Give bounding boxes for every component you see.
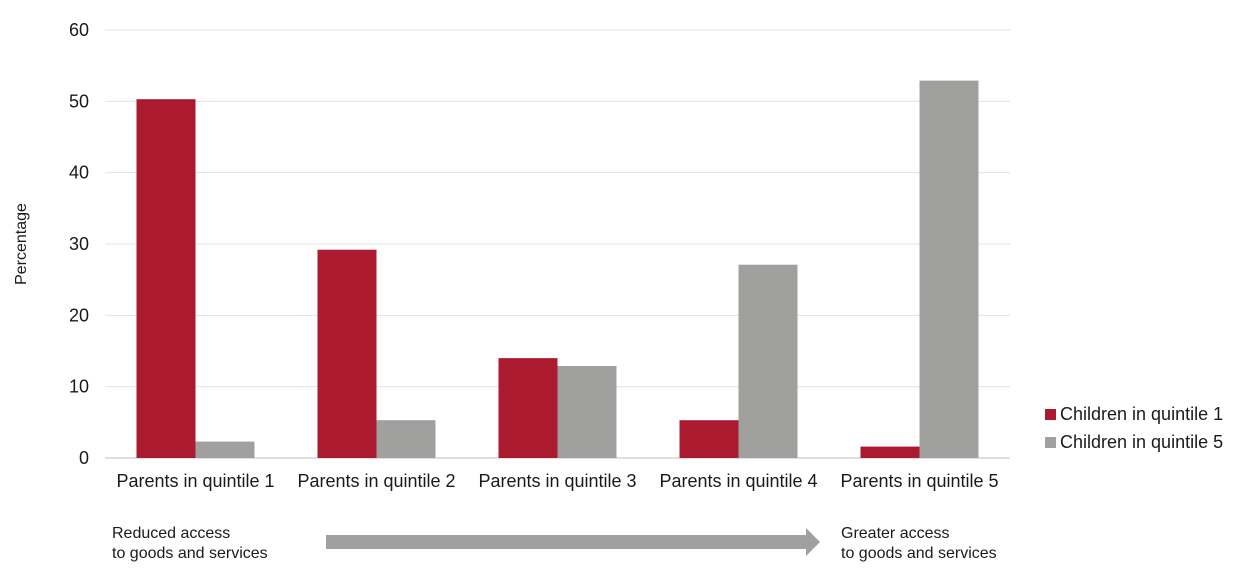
arrow-shaft	[326, 535, 808, 549]
x-category-label: Parents in quintile 5	[840, 471, 998, 491]
legend-label: Children in quintile 5	[1060, 431, 1224, 452]
y-tick-label: 10	[69, 377, 89, 397]
y-tick-label: 30	[69, 234, 89, 254]
note-line: Reduced access	[112, 525, 231, 542]
legend-swatch	[1045, 436, 1056, 448]
legend: Children in quintile 1 Children in quint…	[1045, 400, 1223, 456]
x-axis-categories: Parents in quintile 1 Parents in quintile…	[116, 471, 998, 491]
bars	[136, 80, 979, 459]
bar	[136, 99, 196, 459]
x-category-label: Parents in quintile 3	[478, 471, 636, 491]
bar	[860, 446, 920, 458]
bar	[317, 249, 377, 458]
bar	[376, 420, 436, 458]
x-category-label: Parents in quintile 1	[116, 471, 274, 491]
note-line: to goods and services	[112, 545, 268, 562]
y-tick-label: 0	[79, 448, 89, 468]
legend-item-children-q1: Children in quintile 1	[1045, 400, 1223, 428]
bar	[557, 365, 617, 458]
gridlines	[105, 29, 1010, 459]
y-tick-label: 20	[69, 305, 89, 325]
legend-swatch	[1045, 408, 1056, 420]
bar	[679, 420, 739, 458]
greater-access-note: Greater access to goods and services	[841, 524, 997, 564]
bar	[738, 264, 798, 458]
legend-item-children-q5: Children in quintile 5	[1045, 428, 1223, 456]
legend-label: Children in quintile 1	[1060, 403, 1224, 424]
y-axis-ticks: 0 10 20 30 40 50 60	[69, 20, 89, 468]
arrow-head	[806, 528, 820, 556]
y-tick-label: 50	[69, 91, 89, 111]
y-tick-label: 40	[69, 163, 89, 183]
direction-arrow	[326, 528, 820, 556]
note-line: Greater access	[841, 525, 950, 542]
y-axis-label: Percentage	[13, 203, 30, 285]
y-tick-label: 60	[69, 20, 89, 40]
bar	[195, 441, 255, 458]
note-line: to goods and services	[841, 545, 997, 562]
reduced-access-note: Reduced access to goods and services	[112, 524, 268, 564]
bar	[919, 80, 979, 458]
x-category-label: Parents in quintile 2	[297, 471, 455, 491]
bar	[498, 358, 558, 458]
x-category-label: Parents in quintile 4	[659, 471, 817, 491]
